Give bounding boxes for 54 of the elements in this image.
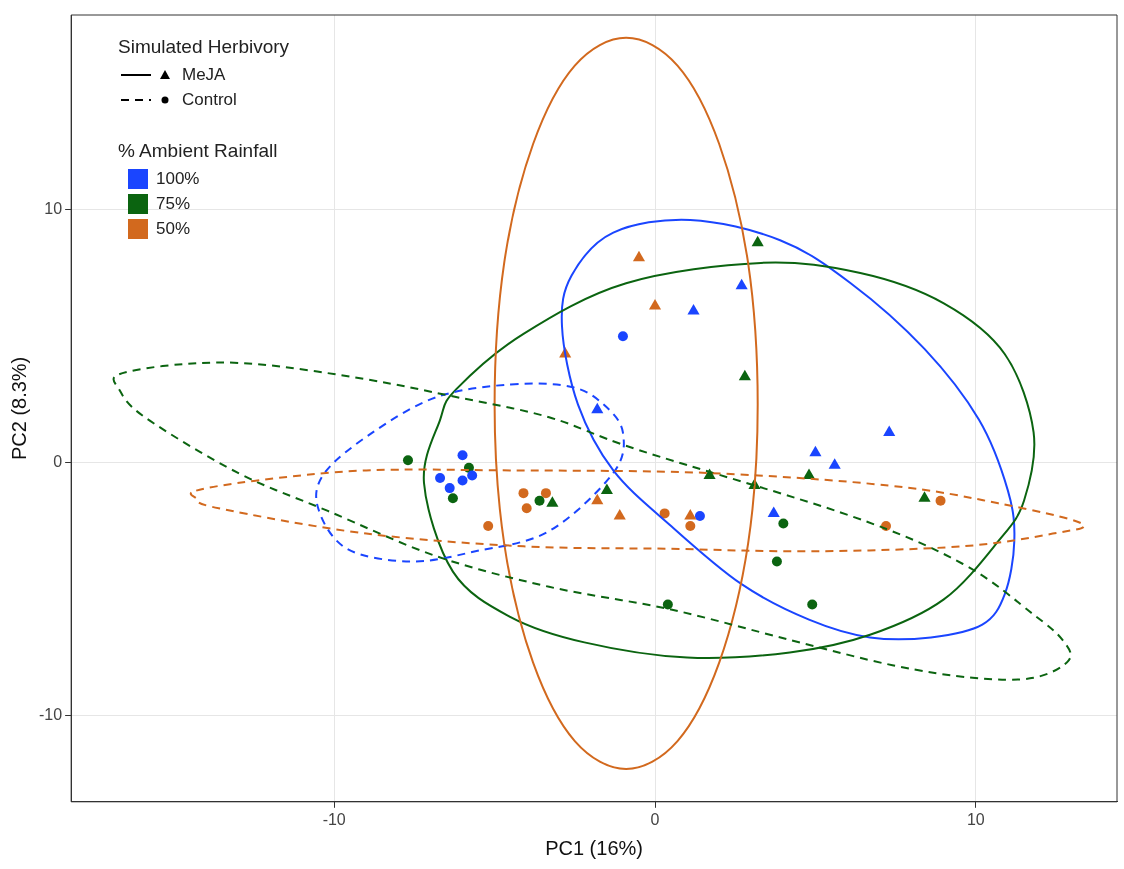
annotation: Simulated Herbivory — [118, 36, 290, 58]
x-axis-title: PC1 (16%) — [545, 836, 643, 859]
point — [684, 508, 697, 520]
point — [771, 556, 782, 567]
point — [457, 450, 468, 461]
point — [809, 445, 822, 457]
point — [694, 510, 705, 521]
point — [751, 235, 764, 247]
point — [735, 278, 748, 290]
point — [521, 503, 532, 514]
point — [883, 425, 896, 436]
x-tick-label: 10 — [966, 810, 985, 828]
point — [540, 488, 551, 499]
point — [518, 488, 529, 499]
annotation: Control — [182, 89, 237, 110]
point — [444, 483, 455, 494]
point — [591, 493, 604, 505]
point — [828, 458, 841, 469]
point — [402, 455, 413, 466]
point — [600, 483, 613, 495]
point — [935, 495, 946, 506]
point — [546, 496, 559, 507]
point — [802, 468, 816, 479]
point — [617, 331, 628, 342]
point — [613, 508, 626, 520]
point — [687, 304, 700, 315]
x-tick-label: 0 — [650, 810, 660, 828]
point — [918, 491, 931, 502]
annotation: 100% — [156, 168, 200, 189]
point — [659, 508, 670, 519]
point — [457, 475, 468, 486]
y-tick-label: -10 — [39, 706, 63, 724]
point — [483, 521, 494, 532]
point — [662, 599, 673, 610]
point — [738, 369, 751, 381]
point — [648, 298, 662, 310]
point — [767, 506, 780, 517]
point — [778, 518, 789, 529]
point — [447, 493, 458, 504]
point — [685, 521, 696, 532]
y-axis-title: PC2 (8.3%) — [7, 356, 30, 461]
y-tick-label: 0 — [53, 453, 63, 471]
y-tick-label: 10 — [44, 200, 63, 218]
annotation: MeJA — [182, 64, 226, 85]
annotation: % Ambient Rainfall — [118, 140, 279, 162]
point — [591, 402, 604, 414]
annotation: 50% — [156, 218, 191, 239]
point — [534, 495, 545, 506]
x-tick-label: -10 — [322, 810, 346, 828]
point — [632, 250, 646, 262]
point — [467, 470, 478, 481]
annotation: 75% — [156, 193, 191, 214]
point — [807, 599, 818, 610]
point — [435, 472, 446, 483]
